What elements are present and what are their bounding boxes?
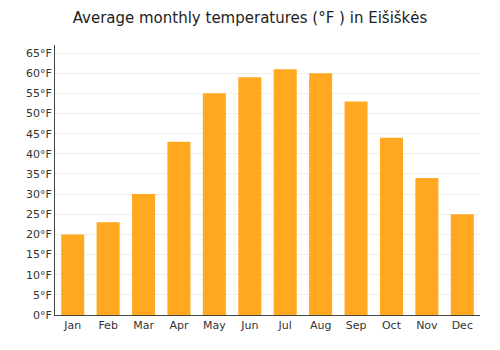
svg-text:65°F: 65°F (26, 47, 52, 60)
svg-text:Mar: Mar (133, 319, 154, 332)
svg-text:55°F: 55°F (26, 87, 52, 100)
svg-text:Average monthly temperatures (: Average monthly temperatures (°F ) in Ei… (73, 9, 428, 27)
svg-text:Oct: Oct (382, 319, 402, 332)
svg-text:Aug: Aug (310, 319, 331, 332)
svg-text:35°F: 35°F (26, 168, 52, 181)
svg-text:May: May (203, 319, 226, 332)
svg-text:40°F: 40°F (26, 148, 52, 161)
svg-text:Jun: Jun (240, 319, 258, 332)
svg-text:25°F: 25°F (26, 208, 52, 221)
svg-text:Jan: Jan (63, 319, 81, 332)
svg-text:30°F: 30°F (26, 188, 52, 201)
svg-text:10°F: 10°F (26, 269, 52, 282)
svg-text:Nov: Nov (416, 319, 438, 332)
svg-text:Feb: Feb (98, 319, 117, 332)
svg-text:50°F: 50°F (26, 107, 52, 120)
svg-text:20°F: 20°F (26, 228, 52, 241)
svg-text:45°F: 45°F (26, 128, 52, 141)
svg-text:0°F: 0°F (33, 309, 52, 322)
svg-text:5°F: 5°F (33, 289, 52, 302)
svg-text:Apr: Apr (169, 319, 189, 332)
svg-text:Jul: Jul (278, 319, 292, 332)
svg-text:Dec: Dec (452, 319, 473, 332)
svg-text:15°F: 15°F (26, 248, 52, 261)
svg-text:Sep: Sep (346, 319, 367, 332)
svg-text:60°F: 60°F (26, 67, 52, 80)
